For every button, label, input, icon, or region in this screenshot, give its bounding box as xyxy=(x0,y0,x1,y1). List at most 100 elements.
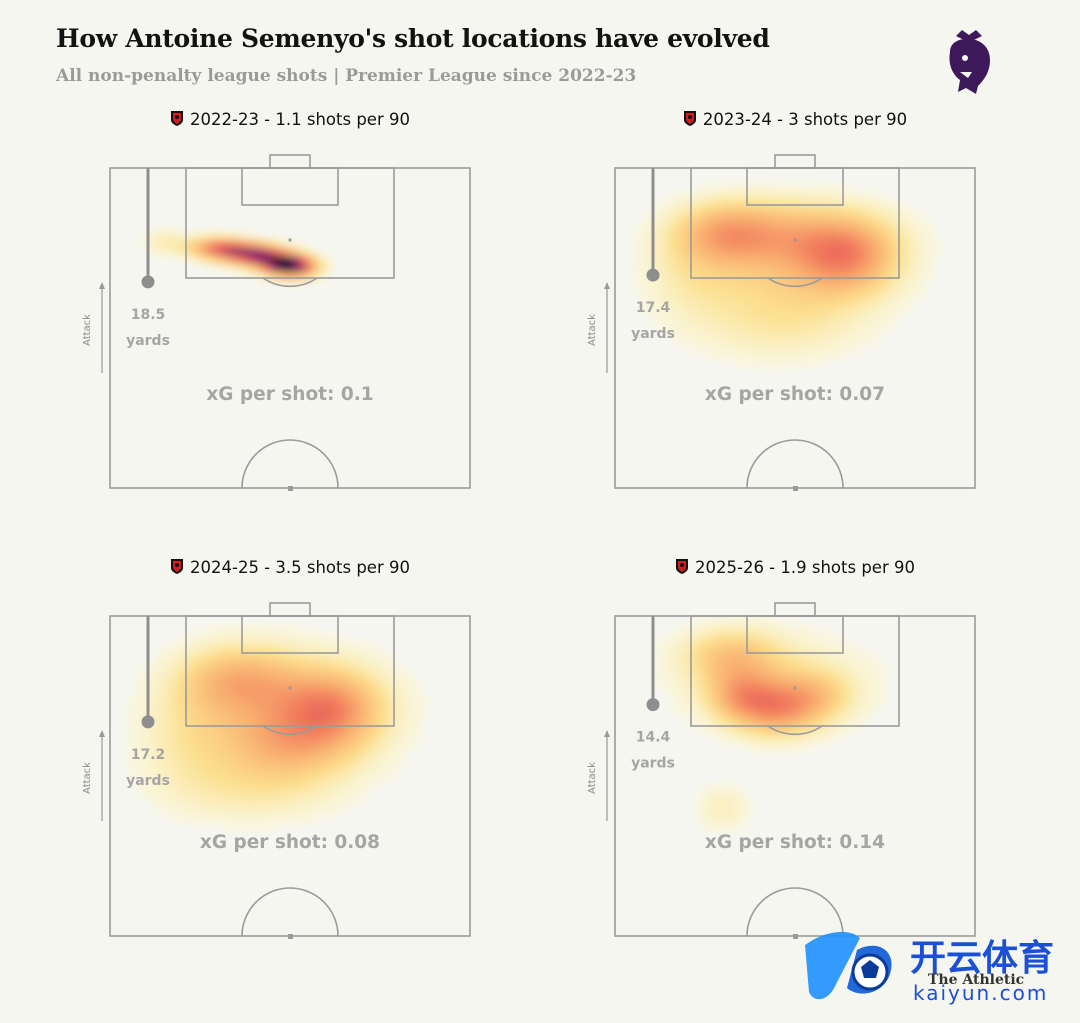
heatmap-cell xyxy=(791,256,800,265)
heatmap-cell xyxy=(751,736,760,745)
heatmap-cell xyxy=(214,712,223,721)
heatmap-cell xyxy=(198,704,207,713)
heatmap-cell xyxy=(823,736,832,745)
heatmap-cell xyxy=(222,776,231,785)
heatmap-cell xyxy=(150,232,159,241)
goal xyxy=(774,154,816,169)
heatmap-cell xyxy=(727,280,736,289)
heatmap-cell xyxy=(318,712,327,721)
heatmap-cell xyxy=(286,768,295,777)
heatmap-cell xyxy=(270,768,279,777)
heatmap-cell xyxy=(166,808,175,817)
heatmap-cell xyxy=(310,712,319,721)
heatmap-cell xyxy=(767,664,776,673)
heatmap-cell xyxy=(743,272,752,281)
heatmap-cell xyxy=(342,768,351,777)
heatmap-cell xyxy=(791,336,800,345)
heatmap-cell xyxy=(751,616,760,625)
heatmap-cell xyxy=(230,736,239,745)
heatmap-cell xyxy=(695,216,704,225)
heatmap-cell xyxy=(855,304,864,313)
heatmap-cell xyxy=(791,720,800,729)
heatmap-cell xyxy=(142,776,151,785)
heatmap-cell xyxy=(310,664,319,673)
heatmap-cell xyxy=(911,288,920,297)
heatmap-cell xyxy=(735,240,744,249)
heatmap-cell xyxy=(655,200,664,209)
heatmap-cell xyxy=(839,216,848,225)
heatmap-cell xyxy=(839,712,848,721)
heatmap-cell xyxy=(839,288,848,297)
watermark-latin: kaiyun.com xyxy=(913,981,1048,1005)
heatmap-cell xyxy=(831,264,840,273)
heatmap-cell xyxy=(174,744,183,753)
heatmap-cell xyxy=(174,784,183,793)
heatmap-cell xyxy=(703,192,712,201)
heatmap-cell xyxy=(863,296,872,305)
heatmap-cell xyxy=(318,736,327,745)
heatmap-cell xyxy=(711,344,720,353)
heatmap-cell xyxy=(230,808,239,817)
heatmap-cell xyxy=(358,720,367,729)
heatmap-cell xyxy=(759,312,768,321)
heatmap-cell xyxy=(727,200,736,209)
heatmap-cell xyxy=(631,272,640,281)
heatmap-cell xyxy=(182,760,191,769)
heatmap-cell xyxy=(294,656,303,665)
heatmap-cell xyxy=(687,312,696,321)
heatmap-cell xyxy=(254,640,263,649)
heatmap-cell xyxy=(166,768,175,777)
heatmap-cell xyxy=(238,656,247,665)
heatmap-cell xyxy=(222,752,231,761)
heatmap-cell xyxy=(799,680,808,689)
heatmap-cell xyxy=(663,200,672,209)
heatmap-cell xyxy=(166,720,175,729)
heatmap-cell xyxy=(783,272,792,281)
heatmap-cell xyxy=(214,760,223,769)
heatmap-cell xyxy=(182,792,191,801)
heatmap-cell xyxy=(703,624,712,633)
heatmap-cell xyxy=(719,272,728,281)
heatmap-cell xyxy=(903,256,912,265)
heatmap-cell xyxy=(238,240,247,249)
heatmap-cell xyxy=(262,656,271,665)
heatmap-cell xyxy=(246,712,255,721)
heatmap-cell xyxy=(775,664,784,673)
heatmap-cell xyxy=(799,744,808,753)
heatmap-cell xyxy=(767,216,776,225)
heatmap-cell xyxy=(855,696,864,705)
heatmap-cell xyxy=(294,640,303,649)
heatmap-cell xyxy=(687,288,696,297)
heatmap-cell xyxy=(775,304,784,313)
heatmap-cell xyxy=(703,224,712,233)
heatmap-cell xyxy=(791,280,800,289)
heatmap-cell xyxy=(711,624,720,633)
heatmap-cell xyxy=(142,232,151,241)
heatmap-cell xyxy=(791,640,800,649)
heatmap-cell xyxy=(791,320,800,329)
heatmap-cell xyxy=(222,632,231,641)
heatmap-cell xyxy=(190,816,199,825)
heatmap-cell xyxy=(719,688,728,697)
heatmap-cell xyxy=(286,792,295,801)
heatmap-cell xyxy=(711,320,720,329)
heatmap-cell xyxy=(206,632,215,641)
heatmap-cell xyxy=(799,696,808,705)
heatmap-cell xyxy=(711,632,720,641)
heatmap-cell xyxy=(695,720,704,729)
heatmap-cell xyxy=(871,320,880,329)
heatmap-cell xyxy=(847,672,856,681)
heatmap-cell xyxy=(246,624,255,633)
heatmap-cell xyxy=(639,304,648,313)
heatmap-cell xyxy=(783,224,792,233)
heatmap-cell xyxy=(767,304,776,313)
heatmap-cell xyxy=(783,184,792,193)
heatmap-cell xyxy=(246,816,255,825)
heatmap-cell xyxy=(751,256,760,265)
heatmap-cell xyxy=(783,624,792,633)
heatmap-cell xyxy=(318,640,327,649)
heatmap-cell xyxy=(254,768,263,777)
heatmap-cell xyxy=(863,680,872,689)
heatmap-cell xyxy=(262,640,271,649)
heatmap-cell xyxy=(671,208,680,217)
